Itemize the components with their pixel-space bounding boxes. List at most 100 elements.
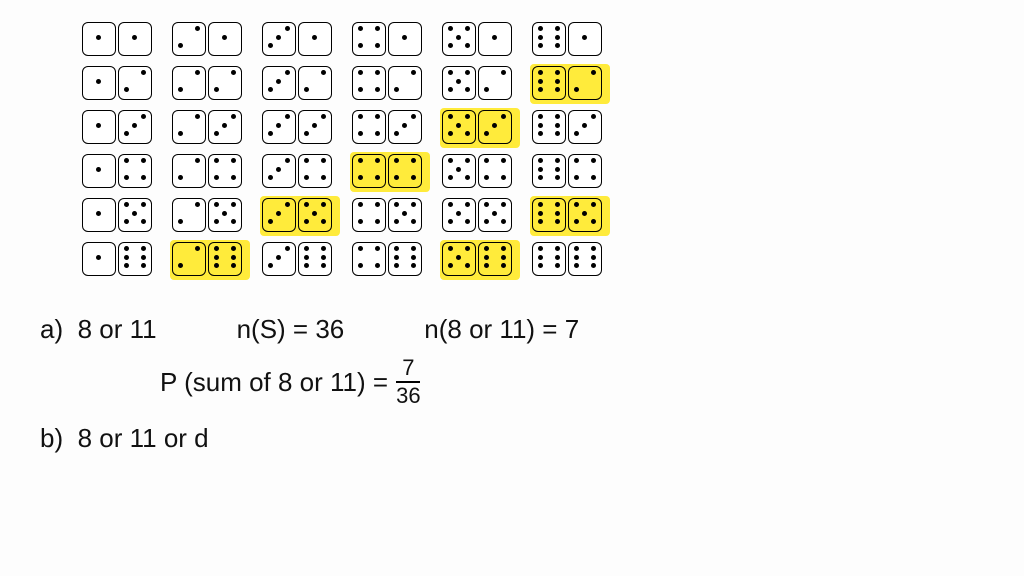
sample-space-count: n(S) = 36 <box>237 310 345 349</box>
part-a-label: a) <box>40 314 63 344</box>
dice-pair-5-2 <box>440 64 520 104</box>
die-face-2 <box>172 66 206 100</box>
die-face-4 <box>352 154 386 188</box>
probability-label: P (sum of 8 or 11) = <box>160 363 388 402</box>
die-face-5 <box>442 110 476 144</box>
dice-pair-5-1 <box>440 20 520 60</box>
die-face-1 <box>82 110 116 144</box>
die-face-5 <box>118 198 152 232</box>
dice-pair-2-3 <box>170 108 250 148</box>
dice-pair-4-2 <box>350 64 430 104</box>
dice-pair-1-4 <box>80 152 160 192</box>
die-face-4 <box>568 154 602 188</box>
die-face-5 <box>568 198 602 232</box>
dice-pair-3-6 <box>260 240 340 280</box>
part-a-desc: 8 or 11 <box>78 314 157 344</box>
die-face-5 <box>442 66 476 100</box>
dice-pair-5-5 <box>440 196 520 236</box>
die-face-2 <box>118 66 152 100</box>
die-face-1 <box>82 242 116 276</box>
dice-pair-3-4 <box>260 152 340 192</box>
dice-pair-2-2 <box>170 64 250 104</box>
die-face-3 <box>262 22 296 56</box>
die-face-3 <box>298 110 332 144</box>
dice-pair-4-1 <box>350 20 430 60</box>
die-face-5 <box>442 242 476 276</box>
die-face-3 <box>262 110 296 144</box>
handwritten-work: a) 8 or 11 n(S) = 36 n(8 or 11) = 7 P (s… <box>40 310 984 458</box>
die-face-4 <box>208 154 242 188</box>
dice-pair-3-2 <box>260 64 340 104</box>
dice-pair-2-1 <box>170 20 250 60</box>
die-face-2 <box>172 22 206 56</box>
part-b-label: b) <box>40 423 63 453</box>
dice-pair-6-5 <box>530 196 610 236</box>
die-face-6 <box>208 242 242 276</box>
die-face-4 <box>478 154 512 188</box>
die-face-1 <box>82 66 116 100</box>
die-face-4 <box>298 154 332 188</box>
die-face-6 <box>532 198 566 232</box>
dice-pair-4-5 <box>350 196 430 236</box>
die-face-1 <box>82 198 116 232</box>
dice-pair-4-4 <box>350 152 430 192</box>
die-face-1 <box>82 154 116 188</box>
dice-pair-2-6 <box>170 240 250 280</box>
die-face-1 <box>82 22 116 56</box>
die-face-6 <box>118 242 152 276</box>
die-face-2 <box>568 66 602 100</box>
die-face-4 <box>352 242 386 276</box>
die-face-6 <box>532 110 566 144</box>
dice-pair-3-1 <box>260 20 340 60</box>
die-face-3 <box>262 154 296 188</box>
die-face-6 <box>532 66 566 100</box>
die-face-3 <box>262 66 296 100</box>
die-face-1 <box>298 22 332 56</box>
die-face-6 <box>388 242 422 276</box>
die-face-5 <box>298 198 332 232</box>
dice-pair-1-3 <box>80 108 160 148</box>
part-a: a) 8 or 11 <box>40 310 157 349</box>
die-face-2 <box>172 110 206 144</box>
die-face-5 <box>478 198 512 232</box>
dice-pair-1-5 <box>80 196 160 236</box>
die-face-6 <box>298 242 332 276</box>
part-b-desc: 8 or 11 or d <box>78 423 209 453</box>
dice-pair-2-5 <box>170 196 250 236</box>
fraction-numerator: 7 <box>396 357 420 383</box>
dice-pair-5-3 <box>440 108 520 148</box>
die-face-3 <box>568 110 602 144</box>
die-face-2 <box>172 242 206 276</box>
die-face-1 <box>208 22 242 56</box>
dice-pair-1-6 <box>80 240 160 280</box>
dice-pair-3-3 <box>260 108 340 148</box>
die-face-3 <box>262 242 296 276</box>
die-face-1 <box>118 22 152 56</box>
dice-outcome-grid <box>80 20 984 280</box>
die-face-1 <box>568 22 602 56</box>
dice-pair-6-3 <box>530 108 610 148</box>
die-face-4 <box>352 22 386 56</box>
dice-pair-6-2 <box>530 64 610 104</box>
die-face-6 <box>532 154 566 188</box>
dice-pair-6-6 <box>530 240 610 280</box>
die-face-5 <box>388 198 422 232</box>
dice-pair-4-6 <box>350 240 430 280</box>
die-face-4 <box>388 154 422 188</box>
dice-pair-6-4 <box>530 152 610 192</box>
die-face-2 <box>172 198 206 232</box>
die-face-6 <box>532 242 566 276</box>
die-face-1 <box>388 22 422 56</box>
dice-pair-3-5 <box>260 196 340 236</box>
die-face-6 <box>568 242 602 276</box>
die-face-2 <box>208 66 242 100</box>
die-face-5 <box>442 22 476 56</box>
dice-pair-4-3 <box>350 108 430 148</box>
die-face-3 <box>208 110 242 144</box>
die-face-4 <box>352 66 386 100</box>
fraction-denominator: 36 <box>396 383 420 407</box>
dice-pair-5-4 <box>440 152 520 192</box>
dice-pair-2-4 <box>170 152 250 192</box>
event-count: n(8 or 11) = 7 <box>424 310 579 349</box>
die-face-2 <box>298 66 332 100</box>
